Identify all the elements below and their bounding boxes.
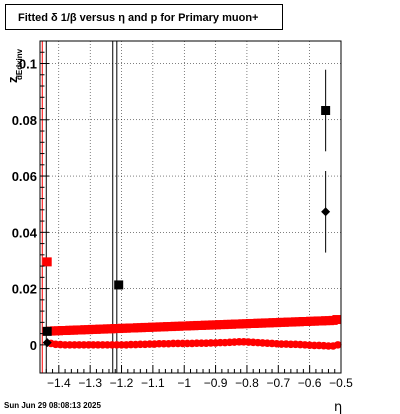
x-tick-label: −1.1 [141,376,165,390]
vertical-lines [41,41,118,373]
x-tick-label: −1.2 [110,376,134,390]
timestamp-footer: Sun Jun 29 08:08:13 2025 [4,401,101,410]
x-tick-label: −0.5 [329,376,353,390]
y-tick-label: 0.06 [12,169,37,184]
data-point-square [332,315,342,325]
y-tick-label: 0.02 [12,282,37,297]
y-axis: 0 0.02 0.04 0.06 0.08 0.1 [12,40,49,353]
data-point-square [321,105,331,115]
y-axis-label-subscript: dEdxinv [15,48,24,80]
data-point-square [114,280,124,290]
series [42,105,342,350]
y-tick-label: 0.08 [12,113,37,128]
data-point-circle [334,341,342,349]
x-tick-label: −0.9 [204,376,228,390]
y-axis-label: z [5,76,20,83]
x-tick-label: −1.3 [78,376,102,390]
y-tick-label: 0 [30,338,37,353]
x-tick-label: −0.8 [235,376,259,390]
x-tick-label: −1.4 [47,376,71,390]
y-tick-label: 0.1 [19,57,37,72]
title-box: Fitted δ 1/β versus η and p for Primary … [5,4,283,30]
x-tick-label: −0.6 [298,376,322,390]
y-tick-label: 0.04 [12,225,38,240]
data-point-square [42,326,52,336]
chart-title: Fitted δ 1/β versus η and p for Primary … [18,12,259,24]
x-axis-label: η [334,400,342,414]
plot-border [39,40,342,374]
x-tick-label: −1 [177,376,191,390]
x-tick-label: −0.7 [266,376,290,390]
data-point-square [42,257,52,267]
data-point-diamond [321,207,331,217]
